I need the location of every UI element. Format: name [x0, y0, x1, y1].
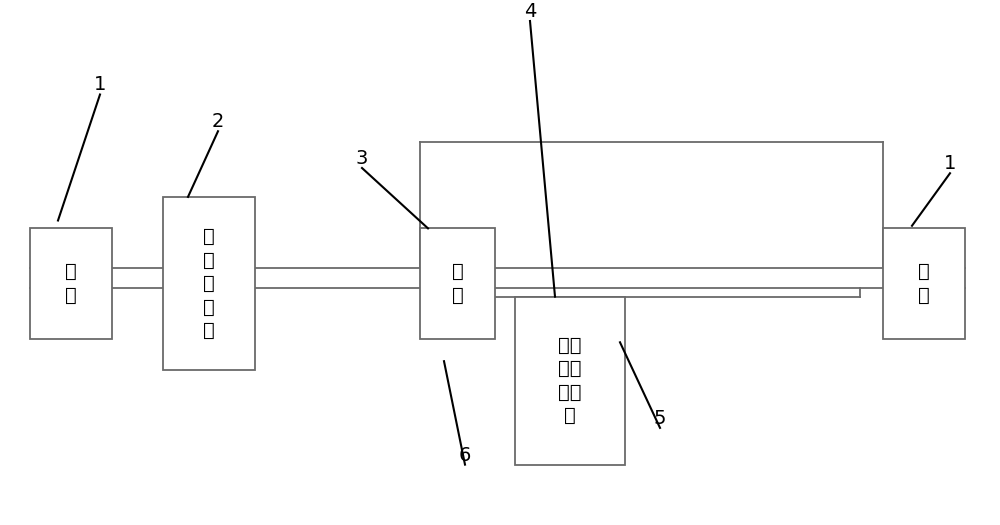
- Text: 接
头: 接 头: [918, 262, 930, 304]
- Text: 流
量
检
测
器: 流 量 检 测 器: [203, 227, 215, 340]
- Text: 2: 2: [212, 112, 224, 131]
- Text: 质量
流量
检测
器: 质量 流量 检测 器: [558, 336, 582, 425]
- Text: 1: 1: [94, 76, 106, 94]
- FancyBboxPatch shape: [420, 228, 495, 339]
- FancyBboxPatch shape: [30, 228, 112, 339]
- FancyBboxPatch shape: [515, 297, 625, 465]
- Text: 阀
门: 阀 门: [452, 262, 463, 304]
- Text: 3: 3: [356, 149, 368, 168]
- Text: 5: 5: [654, 409, 666, 428]
- Text: 接
头: 接 头: [65, 262, 77, 304]
- Text: 1: 1: [944, 154, 956, 173]
- FancyBboxPatch shape: [163, 197, 255, 370]
- FancyBboxPatch shape: [883, 228, 965, 339]
- Text: 6: 6: [459, 446, 471, 465]
- Text: 4: 4: [524, 2, 536, 21]
